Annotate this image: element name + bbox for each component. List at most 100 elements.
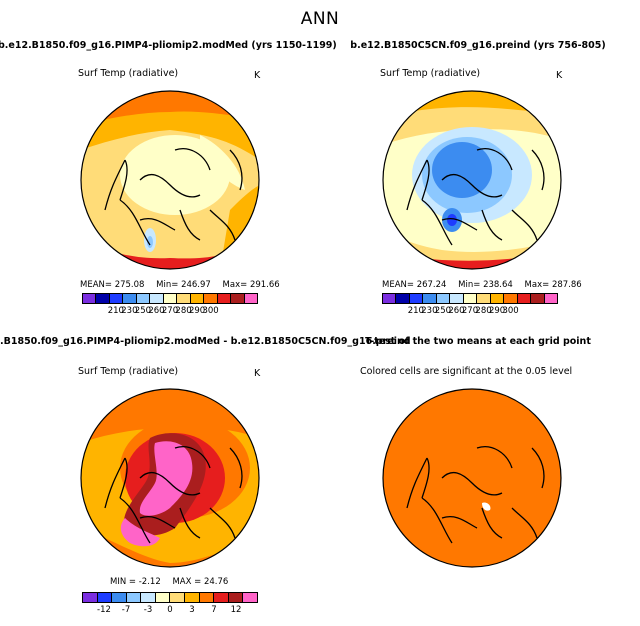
colorbar-tick-label: 0 [167, 605, 173, 615]
colorbar [82, 293, 258, 304]
colorbar-cell [490, 294, 505, 303]
colorbar-cell [204, 294, 218, 303]
colorbar-cell [544, 294, 558, 303]
polar-map [382, 90, 562, 270]
colorbar-cell [504, 294, 518, 303]
colorbar-cell [531, 294, 545, 303]
colorbar-tick-label: 230 [421, 306, 438, 316]
panel-preind: b.e12.B1850C5CN.f09_g16.preind (yrs 756-… [320, 40, 640, 330]
panel-difference: .B1850.f09_g16.PIMP4-pliomip2.modMed - b… [0, 336, 411, 626]
colorbar-tick-label: 300 [502, 306, 519, 316]
colorbar-cell [83, 294, 97, 303]
colorbar-tick-label: 230 [121, 306, 138, 316]
units-label: K [556, 70, 563, 81]
map-fill-250 [147, 236, 153, 248]
colorbar-tick-label: 250 [434, 306, 452, 316]
map-fill-240 [432, 142, 492, 198]
colorbar-cell [112, 593, 127, 602]
panel-title: b.e12.B1850C5CN.f09_g16.preind (yrs 756-… [350, 40, 606, 51]
panel-title: .B1850.f09_g16.PIMP4-pliomip2.modMed - b… [0, 336, 411, 347]
coastline [104, 446, 243, 544]
colorbar-cell [155, 593, 171, 602]
colorbar-ticks: 210 230 250 260 270 280 290 300 [82, 306, 258, 318]
map-fill-14b [120, 518, 160, 547]
colorbar-tick-label: 290 [188, 306, 206, 316]
panel-title: T-test of the two means at each grid poi… [365, 336, 591, 347]
polar-map [80, 388, 260, 568]
variable-label: Surf Temp (radiative) [78, 68, 179, 79]
colorbar-tick-label: 270 [461, 306, 479, 316]
colorbar-tick-label: 250 [134, 306, 152, 316]
colorbar-cell [243, 593, 257, 602]
colorbar-tick-label: 210 [407, 306, 424, 316]
colorbar [82, 592, 258, 603]
colorbar-tick-label: 12 [230, 605, 242, 615]
panel-ttest: T-test of the two means at each grid poi… [320, 336, 640, 626]
colorbar-cell [214, 593, 229, 602]
colorbar-ticks: 210 230 250 260 270 280 290 300 [382, 306, 558, 318]
map-fill-230 [447, 214, 457, 226]
colorbar-tick-label: -7 [121, 605, 131, 615]
panel-title: b.e12.B1850.f09_g16.PIMP4-pliomip2.modMe… [0, 40, 337, 51]
colorbar-tick-label: 210 [107, 306, 124, 316]
colorbar-tick-label: 280 [475, 306, 492, 316]
significant-cells [383, 389, 561, 567]
colorbar-tick-label: -12 [97, 605, 111, 615]
colorbar-cell [244, 294, 258, 303]
colorbar-cell [423, 294, 437, 303]
colorbar-tick-label: 260 [148, 306, 165, 316]
colorbar-cell [109, 294, 124, 303]
colorbar-cell [83, 593, 98, 602]
coastline [406, 446, 545, 544]
colorbar-cell [141, 593, 156, 602]
colorbar-cell [436, 294, 451, 303]
colorbar-cell [177, 294, 191, 303]
colorbar-cell [217, 294, 232, 303]
colorbar-cell [185, 593, 200, 602]
page-title: ANN [300, 9, 340, 29]
colorbar-cell [150, 294, 164, 303]
colorbar-cell [97, 593, 113, 602]
colorbar-cell [409, 294, 424, 303]
polar-map [80, 90, 260, 270]
polar-map [382, 388, 562, 568]
colorbar-cell [123, 294, 137, 303]
colorbar-tick-label: 7 [211, 605, 217, 615]
colorbar-cell [136, 294, 151, 303]
colorbar-cell [228, 593, 244, 602]
colorbar-cell [126, 593, 142, 602]
variable-label: Surf Temp (radiative) [380, 68, 481, 79]
colorbar-cell [396, 294, 410, 303]
colorbar-cell [231, 294, 245, 303]
colorbar-tick-label: 260 [448, 306, 465, 316]
non-significant-cells [482, 502, 491, 511]
colorbar-cell [383, 294, 397, 303]
stats-line: MIN = -2.12 MAX = 24.76 [110, 577, 229, 587]
coastline [104, 148, 243, 246]
units-label: K [254, 70, 261, 81]
colorbar-cell [517, 294, 532, 303]
coastline [406, 148, 545, 246]
colorbar-cell [477, 294, 491, 303]
colorbar-cell [96, 294, 110, 303]
stats-line: MEAN= 275.08 Min= 246.97 Max= 291.66 [80, 280, 280, 290]
colorbar-tick-label: 280 [175, 306, 192, 316]
variable-label: Surf Temp (radiative) [78, 366, 179, 377]
colorbar-tick-label: 270 [161, 306, 179, 316]
colorbar-tick-label: -3 [143, 605, 153, 615]
units-label: K [254, 368, 261, 379]
colorbar-cell [463, 294, 478, 303]
colorbar-tick-label: 3 [189, 605, 195, 615]
colorbar-tick-label: 300 [202, 306, 219, 316]
colorbar-tick-label: 290 [488, 306, 506, 316]
colorbar-cell [190, 294, 205, 303]
colorbar [382, 293, 558, 304]
colorbar-cell [199, 593, 215, 602]
map-fill-14 [139, 441, 193, 516]
colorbar-ticks: -12 -7 -3 0 3 7 12 [82, 605, 258, 617]
colorbar-cell [170, 593, 186, 602]
colorbar-cell [163, 294, 178, 303]
stats-line: MEAN= 267.24 Min= 238.64 Max= 287.86 [382, 280, 582, 290]
panel-pliomip2: b.e12.B1850.f09_g16.PIMP4-pliomip2.modMe… [0, 40, 337, 330]
map-fill-270b [200, 135, 245, 190]
